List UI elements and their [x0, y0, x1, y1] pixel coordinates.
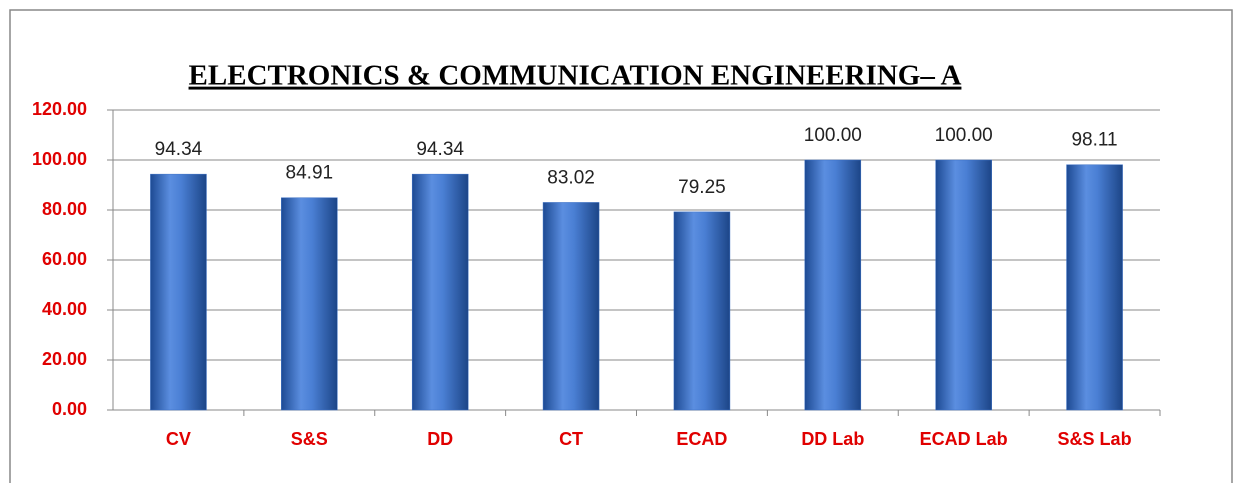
x-tick-label: ECAD	[676, 429, 727, 449]
chart-border	[9, 9, 1233, 483]
x-tick-label: S&S	[291, 429, 328, 449]
value-label: 79.25	[678, 177, 726, 198]
x-tick-label: DD	[427, 429, 453, 449]
value-label: 83.02	[547, 167, 595, 188]
y-tick-label: 0.00	[52, 399, 87, 419]
x-tick-label: DD Lab	[801, 429, 864, 449]
y-tick-label: 40.00	[42, 299, 87, 319]
bar	[281, 197, 338, 411]
x-tick-label: CT	[559, 429, 583, 449]
value-label: 94.34	[155, 139, 203, 160]
bar	[935, 159, 992, 411]
value-label: 98.11	[1071, 130, 1117, 151]
chart-title: ELECTRONICS & COMMUNICATION ENGINEERING–…	[189, 60, 962, 92]
value-label: 100.00	[935, 125, 993, 146]
value-label: 94.34	[416, 139, 464, 160]
value-label: 84.91	[286, 163, 334, 184]
bar	[1066, 164, 1123, 411]
value-label: 100.00	[804, 125, 862, 146]
bar	[150, 173, 207, 411]
y-tick-label: 80.00	[42, 199, 87, 219]
bar	[411, 173, 469, 411]
y-tick-label: 120.00	[32, 99, 87, 119]
y-tick-label: 100.00	[32, 149, 87, 169]
bar	[542, 202, 600, 411]
bar	[673, 211, 731, 411]
y-tick-label: 60.00	[42, 249, 87, 269]
x-tick-label: S&S Lab	[1058, 429, 1132, 449]
bar	[804, 159, 862, 411]
y-tick-label: 20.00	[42, 349, 87, 369]
x-tick-label: ECAD Lab	[920, 429, 1008, 449]
x-tick-label: CV	[166, 429, 191, 449]
